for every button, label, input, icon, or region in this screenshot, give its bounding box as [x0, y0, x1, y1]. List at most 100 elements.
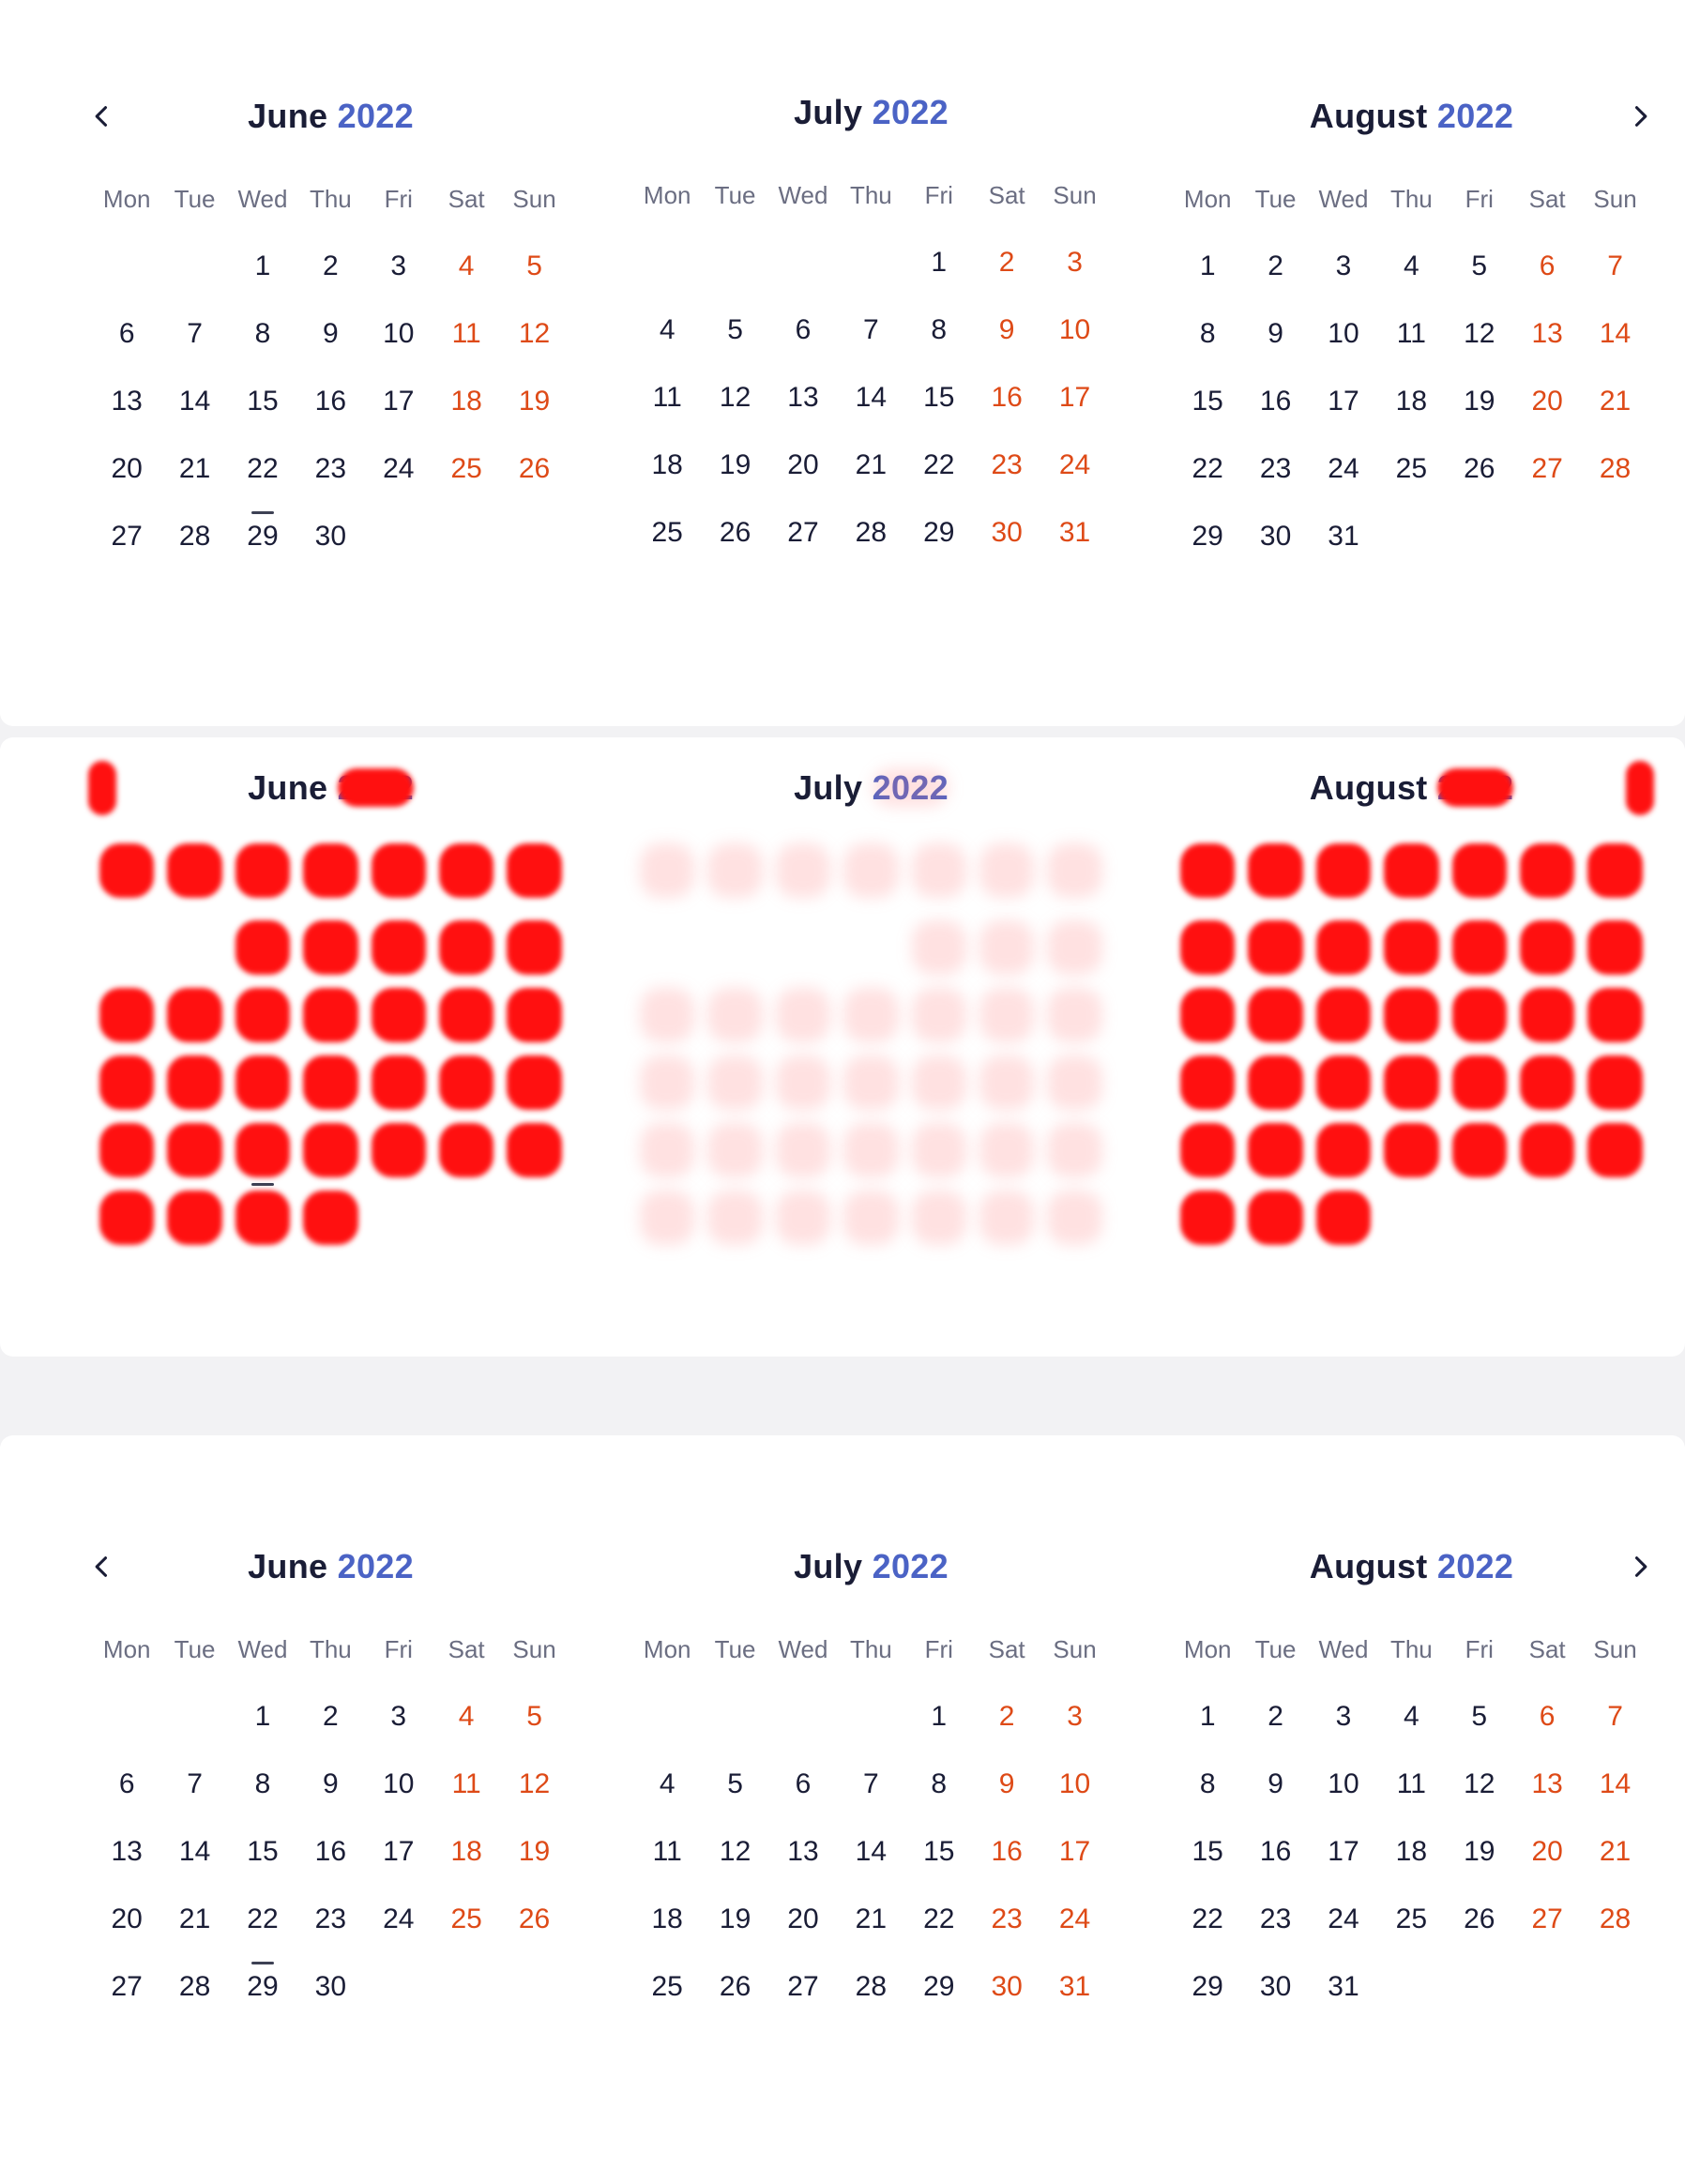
prev-month-button[interactable]: [82, 1546, 123, 1587]
day-cell[interactable]: 26: [719, 1971, 751, 2002]
day-cell[interactable]: 28: [1599, 453, 1632, 484]
day-cell[interactable]: 10: [383, 1768, 415, 1799]
day-cell[interactable]: 29: [1192, 521, 1223, 552]
day-cell[interactable]: 18: [450, 1836, 482, 1867]
day-cell[interactable]: 21: [1599, 1836, 1632, 1867]
day-cell[interactable]: 11: [451, 1768, 481, 1799]
day-cell[interactable]: 19: [1464, 386, 1495, 417]
day-cell[interactable]: 25: [651, 1971, 683, 2002]
day-cell[interactable]: 26: [518, 1903, 551, 1934]
day-cell[interactable]: 12: [1464, 1768, 1495, 1799]
day-cell[interactable]: 22: [229, 1116, 296, 1186]
day-cell[interactable]: 11: [652, 1836, 682, 1867]
day-cell[interactable]: 4: [659, 1768, 676, 1799]
day-cell[interactable]: 21: [178, 453, 211, 484]
day-cell[interactable]: 18: [651, 449, 683, 480]
day-cell[interactable]: 7: [187, 1768, 203, 1799]
day-cell[interactable]: 13: [787, 1836, 819, 1867]
day-cell[interactable]: 30: [314, 1971, 347, 2002]
day-cell[interactable]: 31: [1058, 1971, 1091, 2002]
day-cell[interactable]: 5: [1471, 250, 1488, 281]
day-cell[interactable]: 5: [727, 314, 743, 345]
day-cell[interactable]: 11: [1396, 1768, 1426, 1799]
day-cell[interactable]: 21: [1599, 386, 1632, 417]
day-cell[interactable]: 8: [931, 314, 948, 345]
day-cell[interactable]: 17: [1328, 1836, 1359, 1867]
day-cell[interactable]: 23: [314, 453, 347, 484]
day-cell[interactable]: 26: [1464, 453, 1495, 484]
day-cell[interactable]: 26: [1464, 1903, 1495, 1934]
day-cell[interactable]: 5: [526, 250, 542, 281]
day-cell[interactable]: 9: [323, 1768, 339, 1799]
day-cell[interactable]: 15: [923, 1836, 955, 1867]
day-cell[interactable]: 27: [111, 1971, 143, 2002]
day-cell[interactable]: 8: [1199, 318, 1216, 349]
day-cell[interactable]: 28: [855, 1971, 888, 2002]
day-cell[interactable]: 6: [1539, 1701, 1556, 1732]
day-cell[interactable]: 28: [1599, 1903, 1632, 1934]
day-cell[interactable]: 9: [998, 1768, 1015, 1799]
day-cell[interactable]: 6: [118, 318, 135, 349]
day-cell[interactable]: 12: [1464, 318, 1495, 349]
day-cell[interactable]: 29: [247, 521, 279, 552]
day-cell[interactable]: 17: [1328, 386, 1359, 417]
day-cell[interactable]: 7: [1607, 250, 1623, 281]
day-cell[interactable]: 24: [383, 453, 415, 484]
day-cell[interactable]: 5: [727, 1768, 743, 1799]
day-cell[interactable]: 13: [111, 386, 143, 417]
day-cell[interactable]: 13: [111, 1836, 143, 1867]
day-cell[interactable]: 4: [1404, 1701, 1419, 1732]
day-cell[interactable]: 1: [931, 1701, 948, 1732]
day-cell[interactable]: 29: [923, 1971, 955, 2002]
day-cell[interactable]: 26: [518, 453, 551, 484]
day-cell[interactable]: 24: [1058, 1903, 1091, 1934]
day-cell[interactable]: 20: [111, 453, 143, 484]
day-cell[interactable]: 16: [314, 1836, 347, 1867]
day-cell[interactable]: 30: [1259, 1971, 1292, 2002]
day-cell[interactable]: 15: [1192, 386, 1223, 417]
day-cell[interactable]: 20: [787, 1903, 819, 1934]
day-cell[interactable]: 18: [651, 1903, 683, 1934]
day-cell[interactable]: 31: [1058, 517, 1091, 548]
day-cell[interactable]: 1: [1199, 1701, 1216, 1732]
day-cell[interactable]: 19: [518, 386, 551, 417]
day-cell[interactable]: 7: [1607, 1701, 1623, 1732]
day-cell[interactable]: 13: [1531, 318, 1563, 349]
day-cell[interactable]: 18: [450, 386, 482, 417]
day-cell[interactable]: 29: [1192, 1971, 1223, 2002]
day-cell[interactable]: 17: [383, 386, 415, 417]
day-cell[interactable]: 17: [1058, 1836, 1091, 1867]
day-cell[interactable]: 28: [178, 1971, 211, 2002]
day-cell[interactable]: 23: [1259, 453, 1292, 484]
day-cell[interactable]: 16: [1259, 1836, 1292, 1867]
day-cell[interactable]: 13: [787, 382, 819, 413]
day-cell[interactable]: 25: [651, 517, 683, 548]
day-cell[interactable]: 14: [855, 1836, 888, 1867]
day-cell[interactable]: 23: [314, 1903, 347, 1934]
day-cell[interactable]: 8: [254, 1768, 271, 1799]
day-cell[interactable]: 9: [1268, 1768, 1283, 1799]
day-cell[interactable]: 15: [247, 386, 279, 417]
day-cell[interactable]: 4: [458, 1701, 475, 1732]
day-cell[interactable]: 10: [1058, 1768, 1091, 1799]
day-cell[interactable]: 8: [1199, 1768, 1216, 1799]
day-cell[interactable]: 14: [178, 386, 211, 417]
day-cell[interactable]: 30: [1259, 521, 1292, 552]
day-cell[interactable]: 3: [390, 250, 407, 281]
day-cell[interactable]: 11: [451, 318, 481, 349]
day-cell[interactable]: 13: [1531, 1768, 1563, 1799]
day-cell[interactable]: 20: [1531, 386, 1563, 417]
day-cell[interactable]: 21: [855, 1903, 888, 1934]
day-cell[interactable]: 7: [863, 314, 879, 345]
day-cell[interactable]: 3: [390, 1701, 407, 1732]
day-cell[interactable]: 23: [991, 449, 1023, 480]
day-cell[interactable]: 6: [795, 314, 812, 345]
day-cell[interactable]: 27: [1531, 453, 1563, 484]
day-cell[interactable]: 25: [1395, 1903, 1428, 1934]
day-cell[interactable]: 10: [1058, 314, 1091, 345]
day-cell[interactable]: 11: [652, 382, 682, 413]
day-cell[interactable]: 4: [659, 314, 676, 345]
day-cell[interactable]: 16: [1259, 386, 1292, 417]
day-cell[interactable]: 10: [1328, 318, 1359, 349]
day-cell[interactable]: 2: [1268, 1701, 1283, 1732]
